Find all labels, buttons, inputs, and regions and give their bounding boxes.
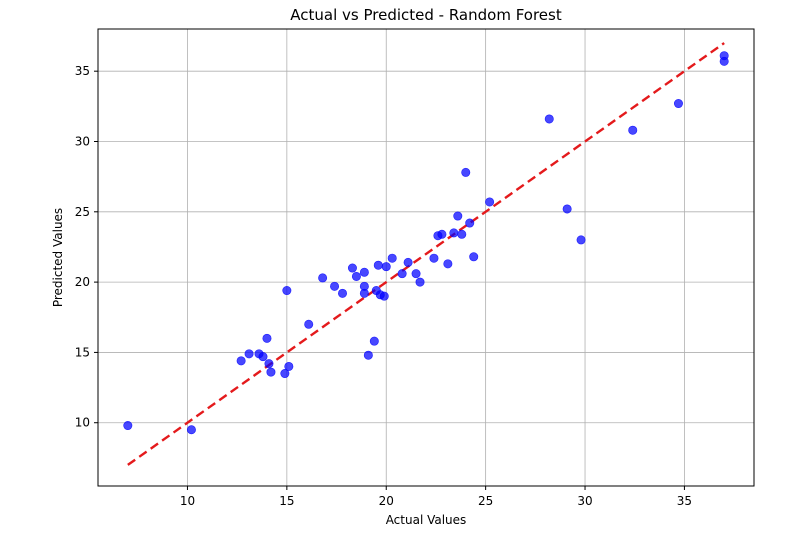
data-point: [381, 262, 391, 272]
data-point: [347, 263, 357, 273]
data-point: [304, 319, 314, 329]
y-tick-label: 15: [75, 345, 90, 359]
data-point: [330, 281, 340, 291]
y-tick-label: 30: [75, 134, 90, 148]
y-tick-label: 25: [75, 205, 90, 219]
data-point: [465, 218, 475, 228]
x-tick-label: 25: [478, 494, 493, 508]
plot-frame: [97, 28, 755, 487]
data-point: [449, 228, 459, 238]
data-point: [359, 267, 369, 277]
data-point: [562, 204, 572, 214]
data-point: [403, 257, 413, 267]
data-point: [469, 252, 479, 262]
data-point: [397, 269, 407, 279]
data-point: [258, 352, 268, 362]
data-point: [415, 277, 425, 287]
data-point: [673, 99, 683, 109]
grid: [98, 29, 754, 486]
chart-title: Actual vs Predicted - Random Forest: [290, 6, 562, 24]
x-axis-label: Actual Values: [386, 513, 467, 527]
data-point: [262, 333, 272, 343]
y-tick-label: 10: [75, 416, 90, 430]
data-point: [544, 114, 554, 124]
data-point: [461, 167, 471, 177]
points-layer: [123, 51, 729, 435]
data-point: [363, 350, 373, 360]
data-point: [244, 349, 254, 359]
data-point: [338, 288, 348, 298]
x-tick-label: 35: [677, 494, 692, 508]
y-tick-label: 20: [75, 275, 90, 289]
data-point: [485, 197, 495, 207]
x-tick-label: 20: [379, 494, 394, 508]
data-point: [266, 367, 276, 377]
data-point: [379, 291, 389, 301]
data-point: [576, 235, 586, 245]
data-point: [236, 356, 246, 366]
data-point: [719, 56, 729, 66]
data-point: [282, 286, 292, 296]
data-point: [264, 359, 274, 369]
data-point: [369, 336, 379, 346]
x-axis-ticks: 10 15 20 25 30 35: [180, 486, 692, 508]
data-point: [437, 229, 447, 239]
y-axis-ticks: 10 15 20 25 30 35: [75, 64, 98, 430]
data-point: [123, 421, 133, 431]
x-tick-label: 10: [180, 494, 195, 508]
reference-line: [127, 42, 725, 466]
data-point: [628, 125, 638, 135]
data-point: [443, 259, 453, 269]
y-tick-label: 35: [75, 64, 90, 78]
data-point: [387, 253, 397, 263]
data-point: [373, 260, 383, 270]
data-point: [453, 211, 463, 221]
data-point: [280, 369, 290, 379]
data-point: [284, 361, 294, 371]
data-point: [318, 273, 328, 283]
data-point: [429, 253, 439, 263]
data-point: [351, 271, 361, 281]
x-tick-label: 30: [577, 494, 592, 508]
x-tick-label: 15: [279, 494, 294, 508]
data-point: [186, 425, 196, 435]
data-point: [457, 229, 467, 239]
reference-line-layer: [127, 42, 725, 466]
data-point: [359, 281, 369, 291]
y-axis-label: Predicted Values: [51, 208, 65, 307]
data-point: [411, 269, 421, 279]
